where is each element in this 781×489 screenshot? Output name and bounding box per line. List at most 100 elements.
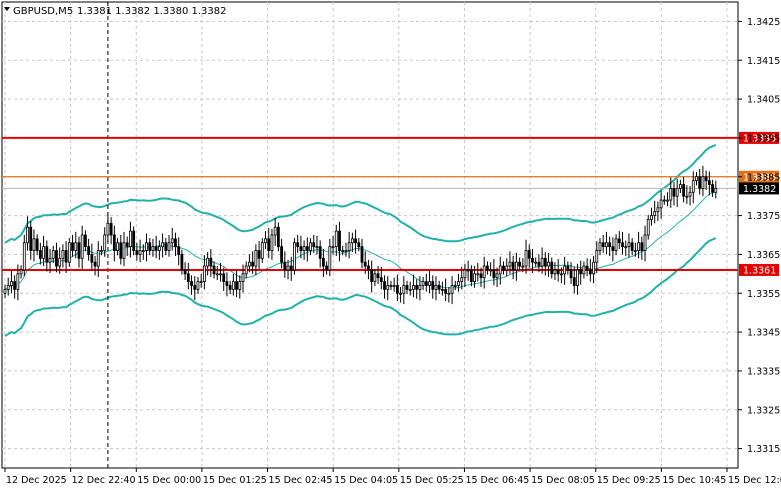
- candle-body: [212, 265, 216, 275]
- candle-body: [479, 273, 483, 279]
- candle-body: [170, 238, 174, 244]
- bollinger-lower-line: [4, 237, 717, 337]
- candle-body: [71, 242, 74, 251]
- y-tick-label: 1.3335: [747, 366, 780, 377]
- candle-body: [48, 257, 52, 263]
- candle-body: [682, 184, 686, 197]
- candle-body: [521, 265, 525, 268]
- candle-body: [489, 269, 493, 272]
- candle-body: [457, 281, 460, 286]
- candle-body: [135, 250, 139, 255]
- candle-body: [228, 285, 232, 290]
- candle-body: [707, 180, 711, 185]
- candle-body: [428, 281, 431, 286]
- horizontal-levels[interactable]: 1.3395 1.3385 1.3361 1.3382: [2, 2, 779, 468]
- candle-body: [383, 281, 386, 290]
- dropdown-triangle-icon[interactable]: [4, 7, 10, 11]
- candle-body: [444, 288, 448, 294]
- candle-body: [614, 238, 618, 251]
- candle-body: [347, 242, 351, 251]
- candle-body: [617, 238, 621, 244]
- candle-body: [582, 265, 586, 275]
- bollinger-upper-line: [4, 143, 717, 244]
- candle-body: [376, 273, 380, 279]
- candle-body: [360, 246, 364, 263]
- candle-body: [714, 187, 718, 193]
- candle-body: [605, 242, 608, 248]
- candle-body: [151, 246, 155, 251]
- candle-body: [154, 246, 158, 251]
- symbol-timeframe-label: GBPUSD,M5: [13, 6, 73, 17]
- candle-body: [209, 257, 213, 267]
- candle-body: [35, 238, 39, 251]
- candle-body: [42, 246, 45, 259]
- level-tag-label: 1.3385: [743, 172, 776, 183]
- candle-body: [354, 238, 357, 244]
- candle-body: [395, 285, 399, 294]
- x-tick-label: 15 Dec 05:25: [400, 475, 464, 486]
- candle-body: [215, 273, 219, 276]
- y-tick-label: 1.3375: [747, 211, 780, 222]
- candle-body: [119, 242, 123, 259]
- candle-body: [80, 234, 84, 259]
- candle-body: [392, 285, 396, 287]
- candle-body: [109, 222, 113, 236]
- candle-body: [588, 269, 592, 275]
- candle-body: [260, 242, 264, 259]
- candle-body: [463, 269, 467, 279]
- y-tick-label: 1.3345: [747, 328, 780, 339]
- x-tick-label: 15 Dec 01:25: [203, 475, 267, 486]
- y-tick-label: 1.3325: [747, 405, 780, 416]
- candle-body: [379, 277, 383, 283]
- level-tag-1.3395: [739, 131, 779, 144]
- candle-body: [276, 226, 280, 248]
- x-tick-label: 12 Dec 2025: [6, 475, 67, 486]
- candle-body: [563, 265, 567, 275]
- candle-body: [608, 242, 612, 248]
- chart-header: GBPUSD,M5 1.3381 1.3382 1.3380 1.3382: [4, 6, 227, 17]
- candle-body: [460, 277, 464, 283]
- candle-body: [289, 265, 293, 271]
- candle-body: [437, 285, 441, 290]
- current-price-label: 1.3382: [743, 184, 776, 195]
- candle-body: [67, 242, 71, 263]
- candle-body: [19, 269, 23, 275]
- candle-body: [627, 242, 631, 248]
- candle-body: [595, 250, 599, 263]
- candle-body: [116, 242, 119, 251]
- x-tick-label: 15 Dec 02:45: [269, 475, 333, 486]
- candle-body: [405, 285, 409, 290]
- candle-body: [556, 269, 560, 275]
- candle-body: [421, 281, 425, 286]
- candle-body: [164, 242, 168, 251]
- candle-body: [93, 261, 97, 267]
- y-tick-label: 1.3385: [747, 172, 780, 183]
- candle-body: [235, 281, 238, 290]
- candle-body: [656, 207, 660, 213]
- candle-body: [624, 246, 628, 249]
- candle-body: [238, 281, 242, 290]
- candle-body: [45, 246, 49, 263]
- x-tick-label: 15 Dec 10:45: [662, 475, 726, 486]
- candle-body: [363, 261, 367, 267]
- candle-body: [367, 265, 370, 271]
- candle-body: [190, 281, 193, 286]
- candle-body: [157, 246, 161, 251]
- candle-body: [309, 242, 312, 251]
- candle-body: [666, 199, 669, 202]
- candle-body: [646, 219, 650, 236]
- candle-body: [431, 281, 435, 290]
- candle-body: [132, 230, 136, 251]
- candle-body: [145, 242, 148, 251]
- candlestick-series: [3, 165, 718, 305]
- candle-body: [270, 234, 274, 251]
- candle-body: [547, 261, 550, 267]
- level-tag-label: 1.3361: [743, 265, 776, 276]
- y-tick-label: 1.3355: [747, 289, 780, 300]
- candle-body: [77, 242, 81, 259]
- candle-body: [550, 261, 554, 275]
- candle-body: [106, 222, 110, 236]
- candle-body: [370, 269, 374, 283]
- candle-body: [691, 180, 695, 193]
